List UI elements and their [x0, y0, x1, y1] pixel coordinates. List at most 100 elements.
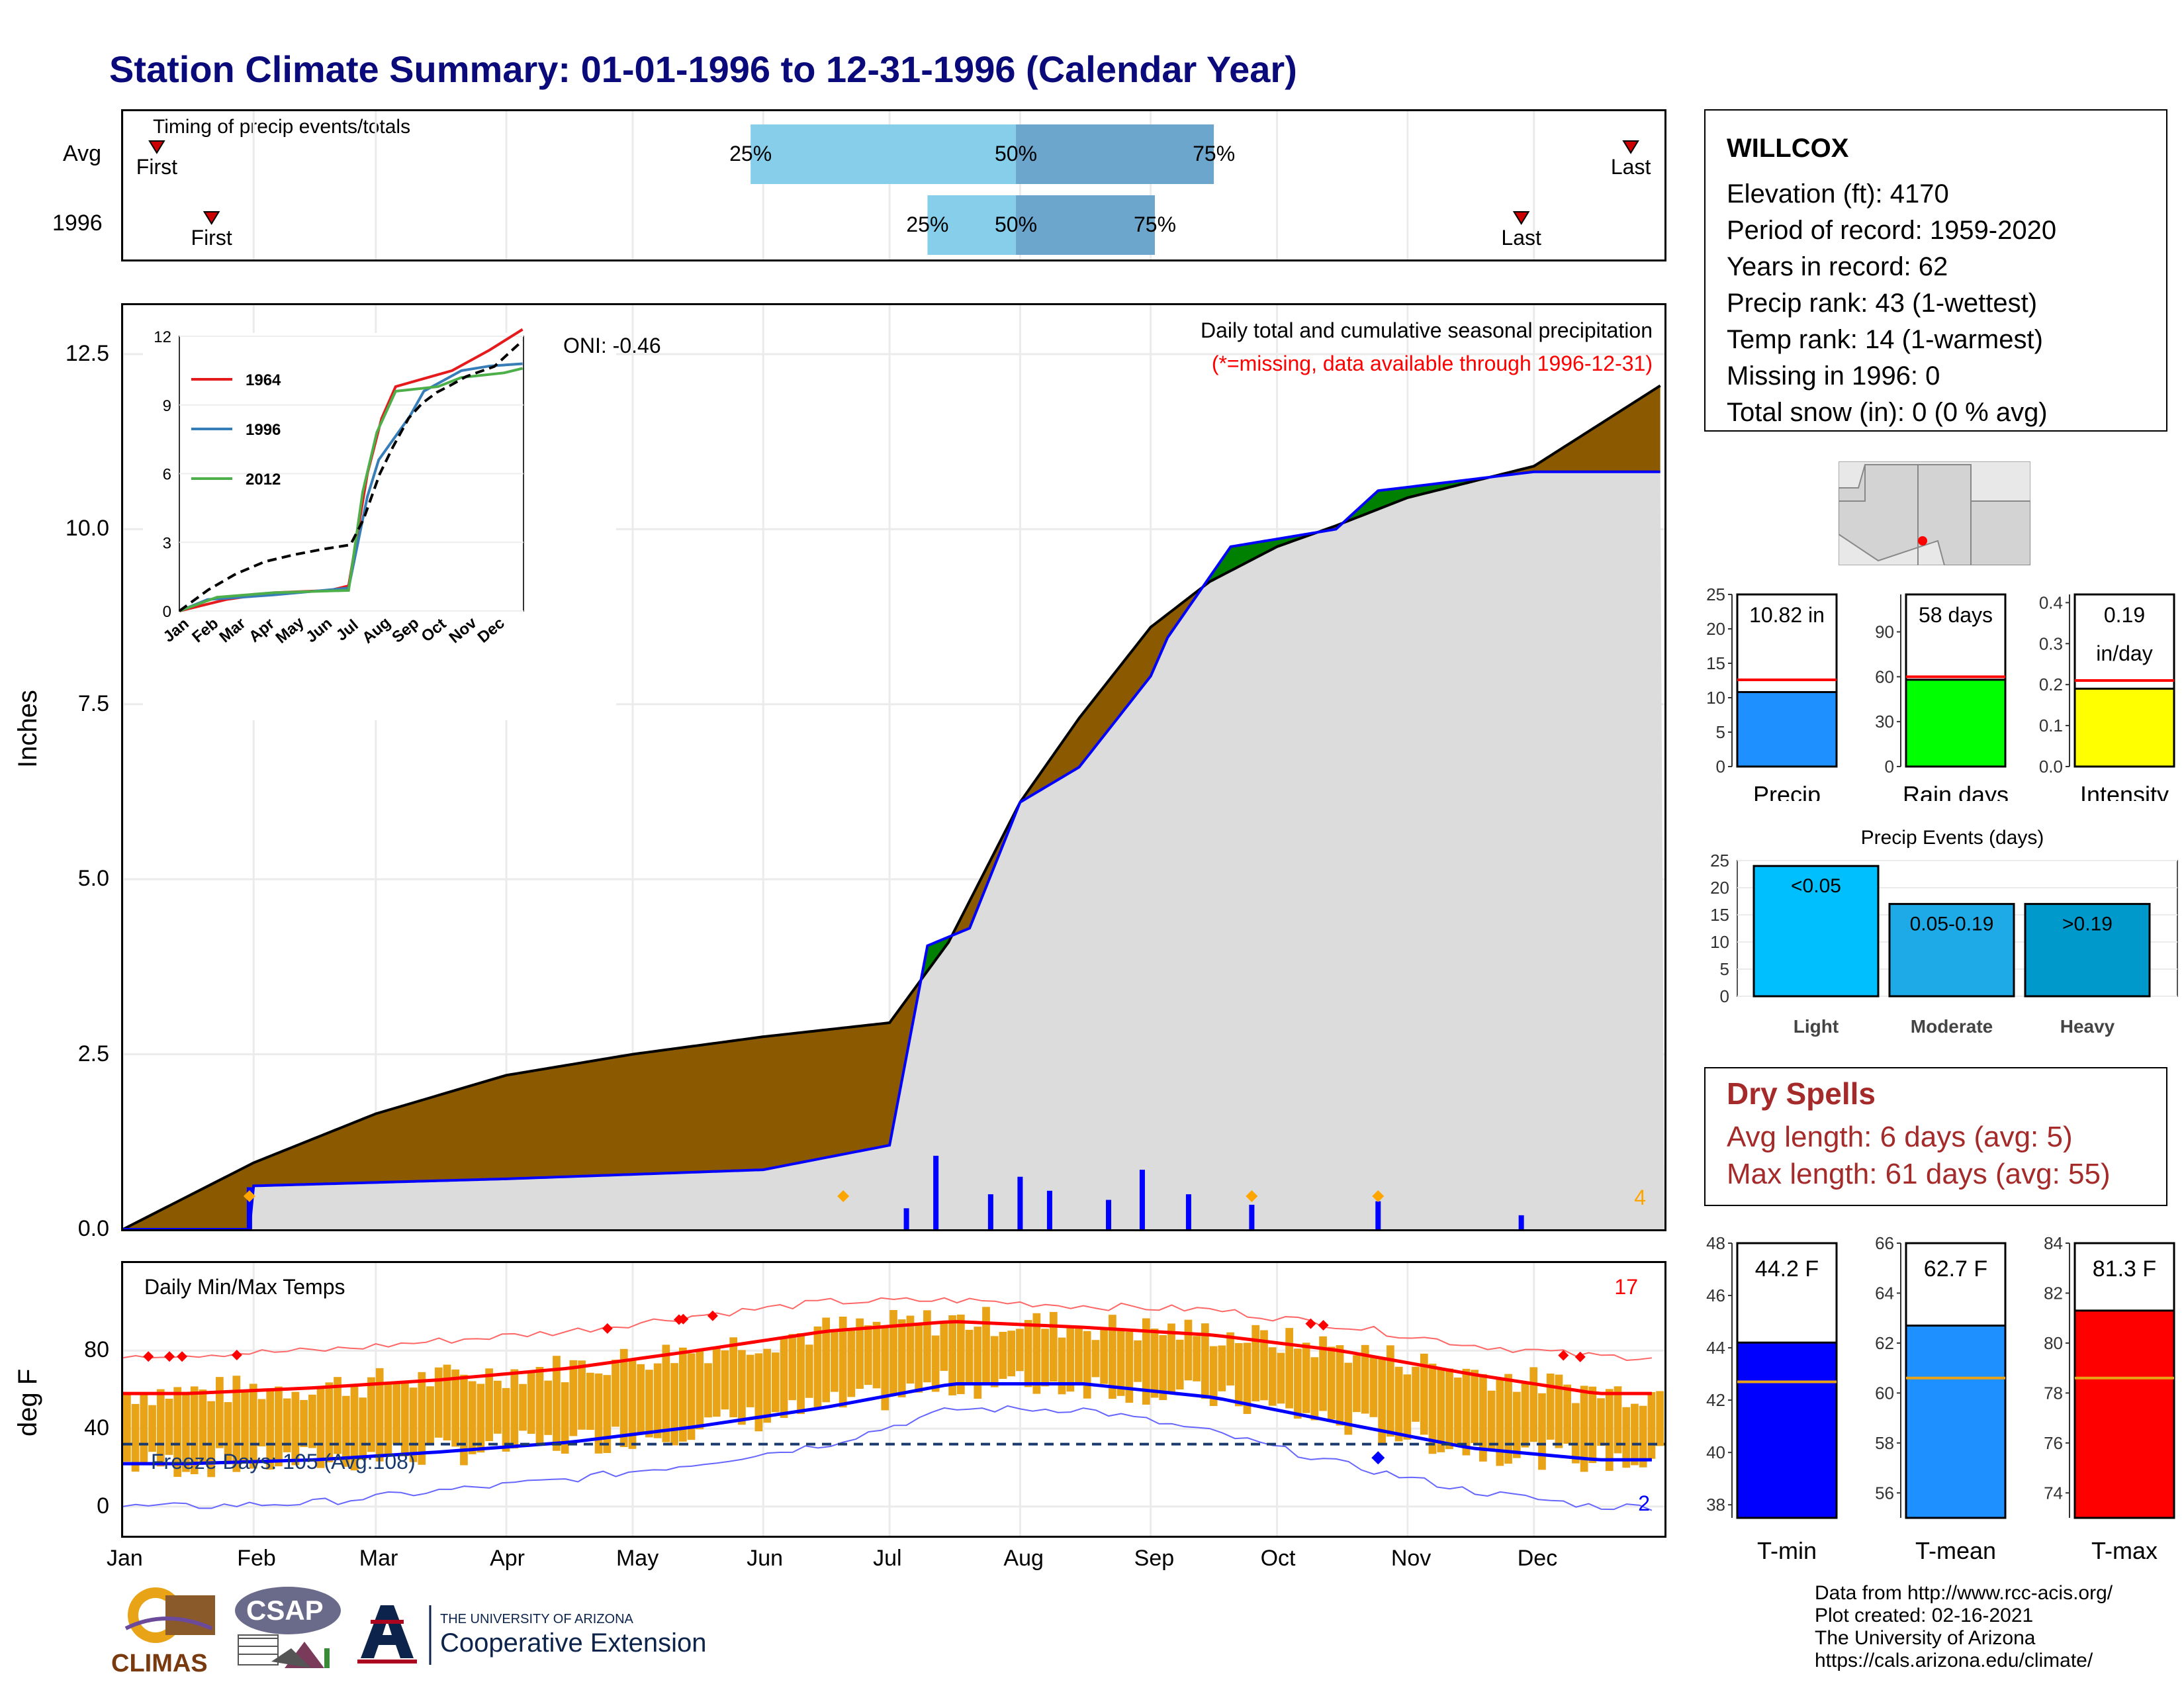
tbar-t-mean: [1905, 1325, 2007, 1519]
tbar-value: 44.2 F: [1755, 1256, 1819, 1282]
daily-temp-bar: [1563, 1384, 1572, 1444]
timing-p75-label: 75%: [1193, 142, 1235, 165]
daily-temp-bar: [1496, 1378, 1504, 1466]
credit-data-source: Data from http://www.rcc-acis.org/: [1815, 1582, 2113, 1604]
tbar-t-max: [2073, 1309, 2175, 1519]
daily-temp-bar: [864, 1325, 872, 1385]
daily-temp-bar: [586, 1372, 594, 1430]
events-tick-label: 20: [1710, 878, 1729, 898]
precip-corner-count: 4: [1634, 1186, 1646, 1209]
daily-temp-bar: [1134, 1340, 1142, 1382]
daily-temp-bar: [578, 1360, 586, 1430]
daily-temp-bar: [982, 1307, 990, 1383]
daily-temp-bar: [1369, 1356, 1378, 1417]
daily-temp-bar: [1175, 1339, 1184, 1390]
daily-temp-bar: [1387, 1345, 1394, 1437]
timing-p25-label: 25%: [906, 212, 948, 236]
credit-institution: The University of Arizona: [1815, 1627, 2036, 1649]
daily-temp-bar: [1007, 1331, 1016, 1377]
station-snow: Total snow (in): 0 (0 % avg): [1727, 398, 2048, 427]
daily-temp-bar: [1302, 1342, 1310, 1413]
month-label-jun: Jun: [747, 1546, 784, 1571]
daily-temp-bar: [1445, 1368, 1453, 1450]
daily-temp-bar: [123, 1392, 131, 1462]
precip-ytick: 2.5: [77, 1041, 109, 1066]
heavy-event-marker: [243, 1190, 255, 1202]
heavy-event-marker: [1246, 1190, 1258, 1202]
daily-precip-bar: [1185, 1194, 1191, 1229]
daily-temp-bar: [1041, 1329, 1049, 1387]
daily-temp-bar: [1193, 1336, 1201, 1382]
mini-bar-value: 58 days: [1919, 603, 1993, 627]
daily-temp-bar: [1412, 1366, 1420, 1422]
station-precip-rank: Precip rank: 43 (1-wettest): [1727, 289, 2038, 318]
inset-series-2012: [179, 367, 523, 612]
daily-temp-bar: [443, 1364, 451, 1441]
events-bar-label: >0.19: [2062, 914, 2113, 935]
daily-temp-bar: [1453, 1377, 1462, 1444]
tbar-tick-label: 76: [2044, 1433, 2063, 1453]
record-low-marker: [1371, 1451, 1385, 1465]
daily-temp-bar: [1116, 1331, 1125, 1396]
daily-temp-bar: [1243, 1342, 1251, 1415]
daily-temp-bar: [1125, 1331, 1134, 1403]
daily-temp-bar: [1201, 1323, 1209, 1399]
daily-temp-bar: [241, 1391, 249, 1461]
events-tick-label: 10: [1710, 932, 1729, 952]
precip-ytick: 10.0: [65, 516, 109, 541]
tbar-tick-label: 58: [1875, 1433, 1894, 1453]
timing-first-marker: [148, 140, 165, 154]
record-high-marker: [163, 1351, 175, 1362]
temp-hot-count: 17: [1614, 1275, 1638, 1299]
daily-temp-bar: [485, 1368, 493, 1442]
daily-temp-bar: [266, 1389, 275, 1470]
mini-tick-label: 0: [1716, 757, 1725, 776]
daily-temp-bar: [400, 1382, 409, 1456]
daily-temp-bar: [1546, 1373, 1555, 1440]
daily-precip-bar: [987, 1194, 993, 1229]
daily-temp-bar: [1209, 1346, 1218, 1407]
month-label-sep: Sep: [1134, 1546, 1175, 1571]
daily-temp-bar: [831, 1331, 839, 1392]
daily-temp-bar: [1319, 1336, 1327, 1411]
month-label-nov: Nov: [1390, 1546, 1432, 1571]
mini-bar-value: 0.19: [2104, 603, 2145, 627]
daily-temp-bar: [1588, 1386, 1597, 1464]
events-bar-label: <0.05: [1791, 875, 1841, 897]
daily-temp-bar: [316, 1387, 325, 1468]
month-label-dec: Dec: [1517, 1546, 1558, 1571]
mini-bar-label: Rain days: [1903, 781, 2009, 801]
daily-temp-bar: [1083, 1331, 1091, 1399]
precip-ytick: 7.5: [77, 690, 109, 716]
daily-temp-bar: [1218, 1345, 1226, 1391]
observed-cumulative-area: [123, 471, 1664, 1229]
timing-first-label: First: [191, 226, 232, 250]
daily-temp-bar: [619, 1348, 628, 1448]
mini-tick-label: 10: [1706, 688, 1725, 708]
record-high-marker: [143, 1351, 154, 1362]
daily-precip-bar: [1139, 1170, 1145, 1229]
daily-temp-bar: [1428, 1364, 1437, 1454]
daily-temp-bar: [1251, 1325, 1260, 1401]
daily-temp-bar: [637, 1364, 645, 1434]
daily-temp-bar: [350, 1385, 359, 1471]
precip-ytick: 12.5: [65, 341, 109, 367]
daily-temp-bar: [468, 1381, 477, 1454]
daily-temp-bar: [839, 1317, 847, 1408]
mini-bar-label: Intensity: [2080, 781, 2169, 801]
daily-temp-bar: [409, 1387, 418, 1462]
mini-tick-label: 30: [1875, 712, 1894, 731]
daily-temp-bar: [569, 1360, 578, 1436]
daily-temp-bar: [712, 1348, 721, 1417]
daily-temp-bar: [283, 1398, 291, 1452]
timing-row-year-label: 1996: [52, 211, 103, 236]
mini-tick-label: 25: [1706, 585, 1725, 604]
locator-map: [1839, 461, 2030, 565]
mini-bar-intensity: [2073, 687, 2175, 768]
daily-precip-bar: [1017, 1176, 1023, 1229]
daily-temp-bar: [334, 1377, 341, 1454]
dry-spells-max: Max length: 61 days (avg: 55): [1727, 1158, 2111, 1190]
mini-bar-precip: [1736, 690, 1838, 768]
daily-temp-bar: [1631, 1403, 1639, 1466]
record-high-marker: [602, 1323, 613, 1334]
